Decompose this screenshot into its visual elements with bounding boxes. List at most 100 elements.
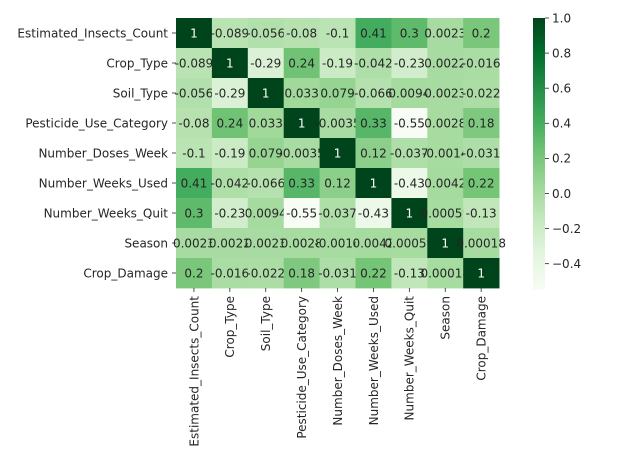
colorbar-tick-label-7: −0.4 <box>552 257 581 271</box>
x-tick-label-6: Number_Weeks_Quit <box>403 296 417 421</box>
heatmap-cell-label-7-7: 1 <box>441 236 449 250</box>
x-tick-label-7: Season <box>439 296 453 340</box>
heatmap-cell-label-0-4: -0.1 <box>326 26 349 40</box>
heatmap-cell-label-8-6: -0.13 <box>394 266 425 280</box>
heatmap-cell-label-8-4: -0.031 <box>318 266 357 280</box>
heatmap-cell-8-6 <box>391 258 428 289</box>
heatmap-cell-label-5-3: 0.33 <box>288 176 315 190</box>
colorbar-tick-label-4: 0.2 <box>552 152 571 166</box>
heatmap-cell-label-7-4: -0.0014 <box>314 236 360 250</box>
heatmap-cell-label-0-8: 0.2 <box>472 26 491 40</box>
heatmap-cell-8-8 <box>463 258 500 289</box>
heatmap-cell-label-7-8: 0.00018 <box>456 236 506 250</box>
heatmap-cell-5-5 <box>355 168 392 199</box>
heatmap-cell-label-5-7: 0.0042 <box>424 176 466 190</box>
colorbar-gradient <box>533 18 545 290</box>
heatmap-cell-1-2 <box>247 48 285 79</box>
heatmap-cell-0-4 <box>319 18 356 49</box>
heatmap-cell-2-0 <box>176 78 213 109</box>
heatmap-cell-label-6-0: 0.3 <box>184 206 203 220</box>
heatmap-cell-6-2 <box>247 198 285 229</box>
heatmap-cell-label-4-2: 0.079 <box>249 146 283 160</box>
heatmap-cell-5-1 <box>211 168 249 199</box>
heatmap-cell-4-7 <box>427 138 464 169</box>
heatmap-cell-label-4-1: -0.19 <box>214 146 245 160</box>
heatmap-cell-label-8-5: 0.22 <box>360 266 387 280</box>
colorbar-tick-label-5: 0.0 <box>552 187 571 201</box>
heatmap-cell-label-3-8: 0.18 <box>468 116 495 130</box>
heatmap-cell-label-4-0: -0.1 <box>182 146 205 160</box>
heatmap-cell-3-5 <box>355 108 392 139</box>
heatmap-cell-4-6 <box>391 138 428 169</box>
heatmap-cell-7-2 <box>247 228 285 259</box>
heatmap-cell-label-0-6: 0.3 <box>400 26 419 40</box>
heatmap-cell-label-0-7: 0.0023 <box>424 26 466 40</box>
heatmap-cell-6-6 <box>391 198 428 229</box>
heatmap-cell-label-1-6: -0.23 <box>394 56 425 70</box>
heatmap-cell-7-8 <box>463 228 500 259</box>
heatmap-cell-label-4-6: -0.037 <box>390 146 429 160</box>
heatmap-cell-2-8 <box>463 78 500 109</box>
colorbar-tick-label-2: 0.6 <box>552 81 571 95</box>
heatmap-cell-label-0-5: 0.41 <box>360 26 387 40</box>
heatmap-cell-label-3-2: 0.033 <box>249 116 283 130</box>
heatmap-cell-label-3-0: -0.08 <box>178 116 209 130</box>
heatmap-cell-label-8-8: 1 <box>477 266 485 280</box>
heatmap-cell-6-1 <box>211 198 249 229</box>
heatmap-cell-label-5-8: 0.22 <box>468 176 495 190</box>
heatmap-cell-3-2 <box>247 108 285 139</box>
heatmap-cell-1-6 <box>391 48 428 79</box>
heatmap-cell-1-0 <box>176 48 213 79</box>
heatmap-cell-label-4-7: -0.0014 <box>422 146 468 160</box>
y-tick-label-3: Pesticide_Use_Category <box>25 116 168 130</box>
heatmap-cell-label-2-8: -0.022 <box>462 86 501 100</box>
heatmap-cell-4-4 <box>319 138 356 169</box>
y-tick-label-6: Number_Weeks_Quit <box>44 206 169 220</box>
heatmap-cell-label-8-0: 0.2 <box>184 266 203 280</box>
heatmap-cell-7-0 <box>176 228 213 259</box>
y-tick-labels: Estimated_Insects_Count Crop_Type Soil_Typ… <box>17 26 176 280</box>
heatmap-cell-label-5-0: 0.41 <box>181 176 208 190</box>
y-tick-label-1: Crop_Type <box>106 56 168 70</box>
heatmap-cell-label-7-2: 0.0023 <box>245 236 287 250</box>
heatmap-cell-label-8-1: -0.016 <box>211 266 250 280</box>
heatmap-cell-1-8 <box>463 48 500 79</box>
heatmap-cell-3-7 <box>427 108 464 139</box>
heatmap-cell-0-7 <box>427 18 464 49</box>
heatmap-cell-8-2 <box>247 258 285 289</box>
y-tick-label-2: Soil_Type <box>113 86 168 100</box>
heatmap-cell-2-7 <box>427 78 464 109</box>
heatmap-cell-label-4-3: -0.0035 <box>278 146 324 160</box>
heatmap-cell-4-5 <box>355 138 392 169</box>
heatmap-cell-label-3-5: 0.33 <box>360 116 387 130</box>
heatmap-cell-1-5 <box>355 48 392 79</box>
heatmap-cell-8-7 <box>427 258 464 289</box>
heatmap-cell-label-8-2: -0.022 <box>246 266 285 280</box>
y-tick-label-8: Crop_Damage <box>83 266 168 280</box>
heatmap-cell-label-7-6: 0.00059 <box>385 236 435 250</box>
heatmap-cell-0-8 <box>463 18 500 49</box>
x-tick-label-1: Crop_Type <box>223 296 237 358</box>
heatmap-cell-label-2-6: 0.0094 <box>388 86 430 100</box>
colorbar-ticks: 1.0 0.8 0.6 0.4 0.2 0.0 −0.2 −0.4 <box>545 11 581 271</box>
heatmap-cell-label-8-7: 0.00018 <box>420 266 470 280</box>
heatmap-cell-label-6-5: -0.43 <box>358 206 389 220</box>
heatmap-cell-label-5-2: -0.066 <box>246 176 285 190</box>
heatmap-cell-0-2 <box>247 18 285 49</box>
heatmap-cell-8-0 <box>176 258 213 289</box>
heatmap-cell-8-4 <box>319 258 356 289</box>
heatmap-cell-6-8 <box>463 198 500 229</box>
heatmap-cell-label-1-5: -0.042 <box>354 56 393 70</box>
heatmap-cell-label-2-0: -0.056 <box>175 86 214 100</box>
heatmap-cell-label-1-3: 0.24 <box>288 56 315 70</box>
heatmap-cell-label-1-2: -0.29 <box>250 56 281 70</box>
heatmap-cell-label-6-1: -0.23 <box>214 206 245 220</box>
heatmap-cell-2-2 <box>247 78 285 109</box>
x-tick-label-4: Number_Doses_Week <box>331 296 345 426</box>
heatmap-cell-6-5 <box>355 198 392 229</box>
heatmap-cell-label-0-0: 1 <box>190 26 198 40</box>
colorbar-tick-label-1: 0.8 <box>552 46 571 60</box>
heatmap-cell-1-1 <box>211 48 249 79</box>
heatmap-cell-7-1 <box>211 228 249 259</box>
heatmap-cell-2-4 <box>319 78 356 109</box>
